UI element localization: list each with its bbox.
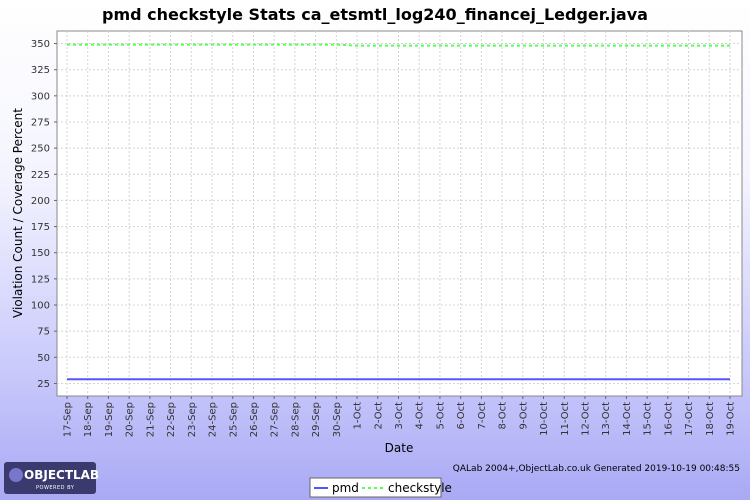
x-axis-label: Date bbox=[385, 441, 414, 455]
y-tick-label: 75 bbox=[37, 327, 50, 338]
x-tick-label: 7-Oct bbox=[477, 402, 488, 430]
logo-globe-icon bbox=[9, 468, 23, 482]
x-tick-label: 14-Oct bbox=[622, 402, 633, 436]
y-tick-label: 275 bbox=[31, 117, 50, 128]
series-layer bbox=[67, 43, 730, 381]
x-tick-label: 18-Sep bbox=[83, 402, 94, 437]
x-tick-label: 29-Sep bbox=[311, 402, 322, 437]
x-tick-label: 9-Oct bbox=[518, 402, 529, 430]
x-tick-label: 4-Oct bbox=[415, 402, 426, 430]
x-tick-label: 20-Sep bbox=[125, 402, 136, 437]
y-tick-label: 325 bbox=[31, 65, 50, 76]
y-tick-label: 200 bbox=[31, 196, 50, 207]
legend-label-pmd: pmd bbox=[332, 481, 359, 495]
x-tick-label: 23-Sep bbox=[187, 402, 198, 437]
y-tick-label: 250 bbox=[31, 144, 50, 155]
x-tick-label: 12-Oct bbox=[580, 402, 591, 436]
x-tick-label: 2-Oct bbox=[373, 402, 384, 430]
x-tick-label: 1-Oct bbox=[353, 402, 364, 430]
x-tick-label: 19-Oct bbox=[726, 402, 737, 436]
y-tick-label: 350 bbox=[31, 39, 50, 50]
chart-title: pmd checkstyle Stats ca_etsmtl_log240_fi… bbox=[102, 5, 648, 24]
y-axis-label: Violation Count / Coverage Percent bbox=[11, 108, 25, 318]
y-tick-label: 150 bbox=[31, 248, 50, 259]
x-tick-label: 10-Oct bbox=[539, 402, 550, 436]
x-tick-label: 16-Oct bbox=[663, 402, 674, 436]
x-tick-label: 27-Sep bbox=[270, 402, 281, 437]
objectlab-logo: OBJECTLAB POWERED BY bbox=[4, 462, 99, 494]
x-tick-label: 21-Sep bbox=[145, 402, 156, 437]
grid bbox=[57, 31, 742, 396]
x-tick-label: 15-Oct bbox=[643, 402, 654, 436]
x-tick-label: 22-Sep bbox=[166, 402, 177, 437]
y-tick-label: 50 bbox=[37, 353, 50, 364]
x-tick-label: 24-Sep bbox=[208, 402, 219, 437]
y-tick-label: 225 bbox=[31, 170, 50, 181]
x-tick-label: 3-Oct bbox=[394, 402, 405, 430]
x-tick-label: 11-Oct bbox=[560, 402, 571, 436]
plot-area bbox=[56, 30, 743, 397]
x-tick-label: 25-Sep bbox=[228, 402, 239, 437]
x-tick-label: 28-Sep bbox=[290, 402, 301, 437]
legend-label-checkstyle: checkstyle bbox=[388, 481, 452, 495]
x-tick-label: 17-Sep bbox=[63, 402, 74, 437]
footer-credit: QALab 2004+,ObjectLab.co.uk Generated 20… bbox=[453, 464, 740, 474]
x-tick-label: 13-Oct bbox=[601, 402, 612, 436]
x-tick-label: 18-Oct bbox=[705, 402, 716, 436]
logo-tagline: POWERED BY bbox=[36, 485, 75, 491]
y-tick-label: 125 bbox=[31, 274, 50, 285]
legend: pmd checkstyle bbox=[309, 477, 452, 498]
x-tick-label: 6-Oct bbox=[456, 402, 467, 430]
logo-name: OBJECTLAB bbox=[24, 468, 99, 482]
x-tick-label: 17-Oct bbox=[684, 402, 695, 436]
x-tick-label: 8-Oct bbox=[498, 402, 509, 430]
y-tick-label: 300 bbox=[31, 91, 50, 102]
x-tick-label: 26-Sep bbox=[249, 402, 260, 437]
series-line-checkstyle bbox=[67, 43, 730, 47]
y-tick-label: 100 bbox=[31, 301, 50, 312]
x-tick-label: 19-Sep bbox=[104, 402, 115, 437]
y-axis: 25 50 75 100 125 150 175 200 225 250 275 300 325 350 bbox=[31, 39, 57, 390]
y-tick-label: 175 bbox=[31, 222, 50, 233]
x-tick-label: 30-Sep bbox=[332, 402, 343, 437]
y-tick-label: 25 bbox=[37, 379, 50, 390]
x-axis: 17-Sep 18-Sep 19-Sep 20-Sep 21-Sep 22-Sep 23-S… bbox=[63, 396, 737, 437]
x-tick-label: 5-Oct bbox=[435, 402, 446, 430]
